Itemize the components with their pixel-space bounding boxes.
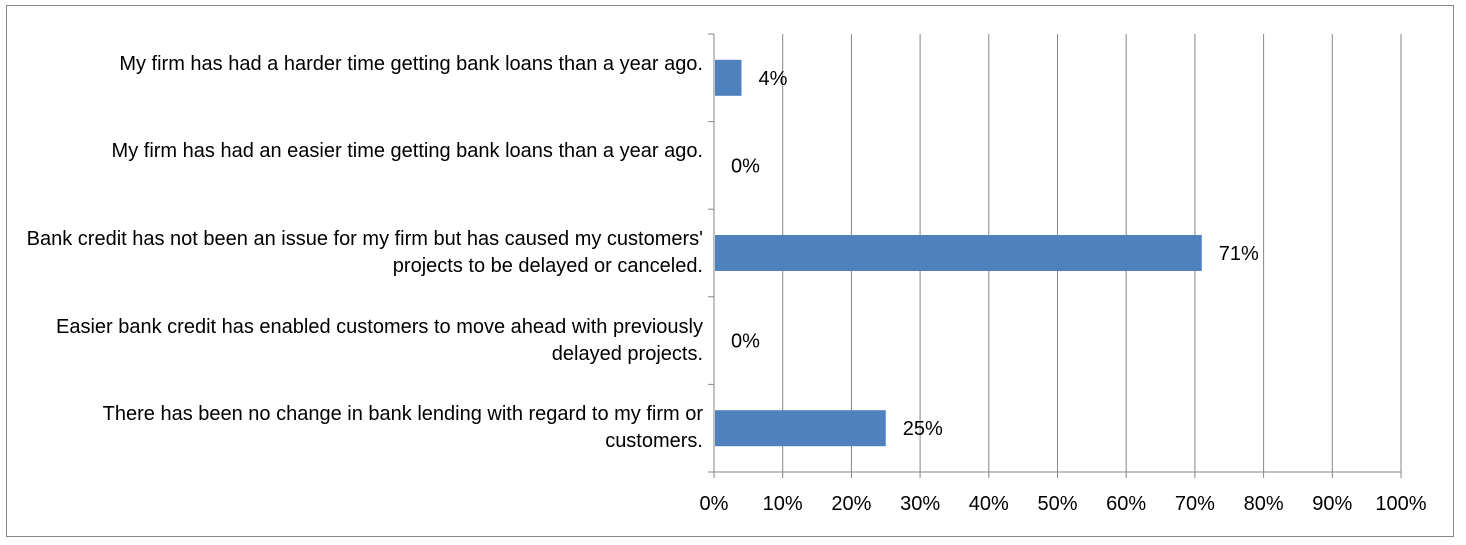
bar [715,235,1202,271]
x-tick-label: 90% [1312,493,1352,515]
chart-frame: My firm has had a harder time getting ba… [6,5,1454,537]
bar-chart: 0% 10% 20% 30% 40% 50% 60% 70% 80% 90% 100% 4% 0% 71%… [700,33,1427,515]
x-tick-label: 60% [1106,493,1146,515]
bar [715,410,886,447]
category-label: My firm has had an easier time getting b… [111,140,703,163]
x-tick-label: 100% [1375,493,1426,515]
x-tick-label: 30% [900,493,940,515]
data-label: 0% [731,331,760,353]
category-label: There has been no change in bank lending… [102,403,703,453]
bar [715,59,742,96]
x-tick-label: 80% [1244,493,1284,515]
x-tick-label: 70% [1175,493,1215,515]
x-tick-label: 50% [1037,493,1077,515]
x-tick-label: 10% [763,493,803,515]
data-label: 0% [731,155,760,177]
x-tick-label: 20% [831,493,871,515]
category-label: Easier bank credit has enabled customers… [55,315,703,365]
category-label: Bank credit has not been an issue for my… [26,228,703,277]
data-label: 71% [1219,243,1259,265]
category-label: My firm has had a harder time getting ba… [119,52,703,75]
data-label: 4% [758,68,787,90]
x-tick-label: 0% [700,493,729,515]
data-label: 25% [903,418,943,440]
x-tick-label: 40% [969,493,1009,515]
